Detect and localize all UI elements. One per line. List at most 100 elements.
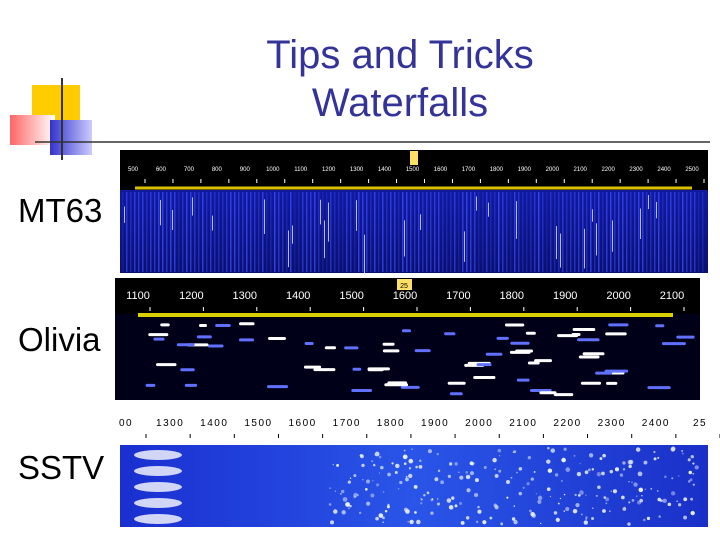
- noise: [664, 475, 667, 479]
- noise: [361, 463, 365, 468]
- streak: [596, 223, 597, 256]
- streak: [194, 192, 196, 272]
- scale-label: 1900: [421, 418, 449, 429]
- streak: [558, 192, 560, 272]
- waterfall-texture: [122, 192, 704, 526]
- scale-label: 500: [128, 167, 139, 173]
- scale-label: 1700: [333, 418, 361, 429]
- noise: [408, 467, 412, 470]
- noise: [687, 458, 691, 462]
- tone: [344, 346, 359, 350]
- tone: [324, 346, 337, 350]
- streak: [434, 192, 436, 272]
- tone: [148, 333, 169, 337]
- streak: [656, 201, 657, 219]
- tone: [447, 381, 466, 385]
- streak: [162, 192, 164, 272]
- noise: [522, 486, 525, 489]
- streak: [358, 192, 360, 272]
- streak: [274, 192, 276, 272]
- title-line: Waterfalls: [312, 81, 488, 125]
- noise: [497, 448, 502, 453]
- noise: [628, 481, 630, 483]
- noise: [420, 498, 423, 501]
- noise: [413, 484, 418, 489]
- streak: [618, 192, 620, 272]
- streak: [342, 192, 344, 272]
- noise: [454, 462, 458, 466]
- noise: [563, 493, 566, 496]
- noise: [498, 455, 501, 457]
- tone: [382, 342, 395, 346]
- noise: [408, 458, 414, 464]
- noise: [653, 457, 657, 461]
- tone: [473, 375, 496, 379]
- streak: [146, 192, 148, 272]
- tone: [351, 389, 373, 393]
- tone: [449, 392, 463, 396]
- tone: [304, 342, 314, 346]
- streak: [218, 192, 220, 272]
- tone: [239, 322, 255, 326]
- scale-label: 2400: [642, 418, 670, 429]
- noise: [448, 505, 454, 510]
- noise: [370, 493, 375, 498]
- cursor-marker: [410, 151, 418, 165]
- noise: [494, 468, 497, 471]
- streak: [574, 192, 576, 272]
- noise: [622, 461, 626, 465]
- noise: [494, 473, 499, 478]
- scale-label: 1100: [126, 290, 150, 302]
- noise: [596, 472, 601, 477]
- tone: [401, 329, 412, 333]
- noise: [585, 516, 588, 519]
- streak: [326, 192, 328, 272]
- scale-label: 1300: [156, 418, 184, 429]
- noise: [500, 522, 504, 526]
- noise: [635, 447, 641, 452]
- scale-label: 2000: [465, 418, 493, 429]
- noise: [621, 495, 625, 500]
- noise: [494, 505, 499, 510]
- noise: [690, 497, 694, 501]
- streak: [130, 192, 132, 272]
- noise: [609, 510, 611, 512]
- streak: [242, 192, 244, 272]
- streak: [174, 192, 176, 272]
- noise: [353, 492, 358, 498]
- streak: [682, 192, 684, 272]
- tone: [578, 355, 600, 359]
- noise: [595, 494, 598, 497]
- scale-label: 2400: [657, 167, 671, 173]
- noise: [391, 462, 394, 465]
- streak: [470, 192, 472, 272]
- streak: [678, 192, 680, 272]
- streak: [586, 192, 588, 272]
- text-layer: MT63 500 600 700 800 900 1000 1100 1200 1300 1400 1…: [18, 167, 720, 486]
- noise: [384, 509, 388, 513]
- noise: [329, 487, 331, 489]
- tone: [367, 367, 390, 371]
- streak: [542, 192, 544, 272]
- streak: [650, 192, 652, 272]
- noise: [333, 509, 338, 514]
- streak: [474, 192, 476, 272]
- streak: [190, 192, 192, 272]
- streak: [612, 220, 613, 252]
- streak: [622, 192, 624, 272]
- scale-label: 600: [156, 167, 167, 173]
- noise: [436, 453, 439, 456]
- noise: [518, 491, 523, 496]
- scale-label: 1300: [233, 290, 257, 302]
- noise: [574, 493, 577, 497]
- tone: [303, 365, 322, 369]
- streak: [526, 192, 528, 272]
- streak: [582, 192, 584, 272]
- streak: [298, 192, 300, 272]
- noise: [353, 474, 357, 478]
- streak: [686, 192, 688, 272]
- cursor-label: 25: [400, 283, 408, 290]
- tone: [504, 323, 525, 327]
- noise: [662, 498, 667, 504]
